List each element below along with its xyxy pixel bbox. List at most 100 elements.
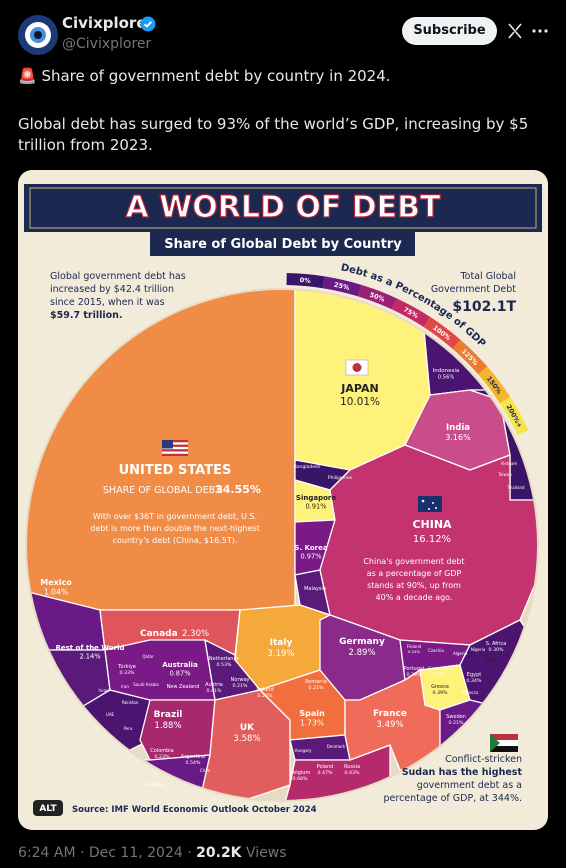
country-share: 0.23%	[154, 754, 170, 760]
country-name: Rest of the World	[55, 644, 124, 652]
country-name: Australia	[162, 661, 198, 669]
country-name: Mexico	[40, 578, 72, 587]
country-share: 0.68%	[292, 776, 308, 782]
country-share: 0.21%	[448, 720, 464, 726]
country-name: Iran	[121, 684, 129, 689]
country-share: 0.53%	[216, 662, 232, 668]
country-name: S. Africa	[486, 641, 507, 647]
sudan-note: government debt as a	[417, 780, 522, 791]
tweet-text: Global debt has surged to 93% of the wor…	[18, 115, 529, 154]
country-name: Israel	[99, 688, 110, 693]
china-share: 16.12%	[413, 534, 451, 545]
country-name: Qatar	[142, 654, 154, 659]
us-share-label: SHARE OF GLOBAL DEBT:	[103, 485, 223, 496]
country-share: 0.21%	[308, 685, 324, 691]
us-note: With over $36T in government debt, U.S.	[93, 512, 257, 521]
gdp-scale-label: 0%	[299, 276, 311, 285]
author-name[interactable]: Civixplorer	[62, 14, 154, 32]
country-name: Brazil	[154, 710, 183, 720]
country-name: Finland	[407, 644, 422, 649]
country-share: 3.19%	[267, 649, 294, 659]
country-name: Türkiye	[117, 664, 136, 670]
country-share: 3.58%	[233, 734, 260, 744]
gdp-scale-segment	[391, 298, 431, 327]
country-name: Egypt	[467, 672, 481, 678]
subscribe-button[interactable]: Subscribe	[402, 17, 497, 45]
country-name: Hungary	[294, 748, 312, 753]
country-name: Vietnam	[501, 461, 518, 466]
country-name: Colombia	[150, 748, 174, 754]
avatar[interactable]	[18, 15, 58, 55]
country-name: Sweden	[446, 714, 466, 720]
country-name: Philippines	[328, 475, 353, 481]
us-name: UNITED STATES	[119, 463, 232, 478]
tweet-footer: 6:24 AM · Dec 11, 2024 · 20.2K Views	[18, 845, 287, 861]
gdp-scale-segment	[423, 316, 461, 349]
country-name: JAPAN	[340, 382, 378, 395]
country-share: 2.30%	[182, 629, 209, 639]
china-note: stands at 90%, up from	[367, 581, 461, 590]
country-name: Algeria	[453, 651, 468, 656]
country-share: 1.88%	[154, 721, 181, 731]
us-note: country's debt (China, $16.5T).	[113, 536, 238, 545]
country-name: Caribbean	[145, 782, 166, 787]
total-label: Total Global	[459, 271, 516, 282]
japan-flag	[345, 359, 369, 376]
total-value: $102.1T	[452, 299, 516, 315]
author-handle[interactable]: @Civixplorer	[62, 36, 152, 52]
gdp-scale-segment	[322, 276, 362, 297]
view-count: 20.2K	[196, 845, 242, 861]
country-share: 0.54%	[185, 760, 201, 766]
country-name: Russia	[344, 764, 360, 770]
cell-netherlands	[204, 638, 262, 701]
country-share: 0.33%	[119, 670, 135, 676]
infographic[interactable]: A WORLD OF DEBT Share of Global Debt by …	[18, 170, 548, 830]
country-share: 10.01%	[340, 396, 380, 408]
gdp-scale-label: 25%	[333, 281, 350, 292]
country-share: 0.41%	[206, 688, 222, 694]
country-share: 2.89%	[348, 648, 375, 658]
country-name: Bangladesh	[294, 464, 321, 470]
country-share: 0.39%	[432, 690, 448, 696]
country-share: 1.04%	[44, 588, 68, 597]
alt-badge[interactable]	[33, 800, 63, 816]
china-note: as a percentage of GDP	[367, 569, 462, 578]
country-share: 0.47%	[317, 770, 333, 776]
country-name: Sudan	[486, 657, 499, 662]
country-name: Saudi Arabia	[133, 682, 159, 687]
gdp-scale-segment	[286, 273, 325, 289]
country-name: Italy	[270, 638, 293, 648]
country-share: 0.29%	[434, 671, 446, 676]
us-flag	[162, 440, 188, 456]
country-share: 0.87%	[169, 669, 190, 677]
subtitle-banner	[150, 232, 415, 256]
country-name: Taiwan	[497, 472, 512, 477]
alt-text[interactable]: ALT	[39, 804, 57, 814]
country-share: 0.43%	[344, 770, 360, 776]
country-share: 0.21%	[232, 683, 248, 689]
country-share: 0.97%	[300, 552, 321, 560]
country-name: Romania	[305, 679, 327, 685]
country-name: France	[373, 709, 407, 719]
timestamp[interactable]: 6:24 AM · Dec 11, 2024 ·	[18, 845, 192, 861]
grok-icon[interactable]	[505, 21, 525, 41]
country-name: Malaysia	[304, 586, 326, 592]
sudan-note: Sudan has the highest	[402, 767, 523, 778]
country-name: Morocco	[462, 690, 479, 695]
country-name: Indonesia	[433, 368, 460, 374]
gdp-scale-segment	[500, 396, 529, 436]
china-name: CHINA	[412, 518, 452, 531]
verified-badge	[140, 16, 156, 32]
country-share: 0.91%	[305, 502, 326, 510]
tweet-text: 🚨 Share of government debt by country in…	[18, 67, 391, 85]
country-name: Nigeria	[471, 647, 486, 652]
china-note: China's government debt	[363, 557, 464, 566]
country-name: India	[446, 423, 470, 433]
country-name: New Zealand	[167, 684, 200, 690]
more-icon[interactable]	[530, 21, 550, 41]
sudan-note: percentage of GDP, at 344%.	[384, 793, 522, 804]
country-name: Denmark	[327, 744, 346, 749]
country-share: 0.28%	[406, 672, 422, 678]
country-name: UAE	[106, 712, 115, 717]
